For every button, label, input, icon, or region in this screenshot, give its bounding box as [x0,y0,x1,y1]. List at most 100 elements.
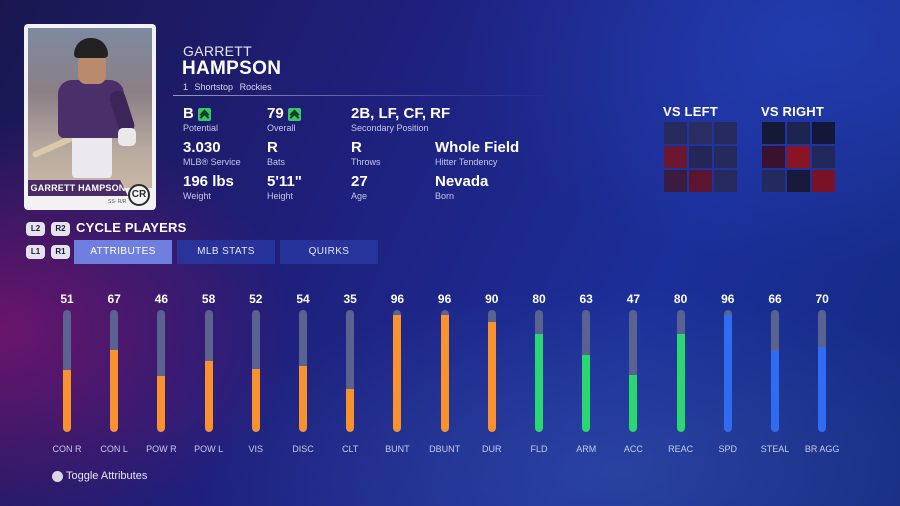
player-first-name: GARRETT [183,43,252,59]
attribute-bar-track [676,310,685,432]
player-position: Shortstop [194,82,234,92]
attribute-value: 80 [532,292,546,306]
card-position: SS- R/R [108,199,127,205]
potential-label: Potential [183,123,219,133]
double-up-arrow-icon [197,107,211,121]
vs-left-zone-cell [714,146,737,168]
vs-left-zone-cell [689,146,712,168]
card-player-name: GARRETT HAMPSON [28,180,128,196]
vs-left-zone-cell [714,170,737,192]
attribute-disc: 54 DISC [278,292,328,462]
weight-label: Weight [183,191,211,201]
secondary-position-value: 2B, LF, CF, RF [351,105,451,122]
attribute-dur: 90 DUR [467,292,517,462]
attribute-bar-track [204,310,213,432]
attribute-value: 96 [437,292,452,306]
vs-left-hot-zone [664,122,737,192]
attribute-bar-fill [723,315,732,432]
attribute-value: 35 [343,292,357,306]
height-label: Height [267,191,294,201]
bats-label: Bats [267,157,286,167]
attribute-arm: 63 ARM [561,292,611,462]
attribute-label: FLD [530,444,548,454]
player-subline: 1 Shortstop Rockies [183,82,276,92]
r1-button[interactable]: R1 [51,245,70,259]
attribute-spd: 96 SPD [703,292,753,462]
attribute-label: DUR [482,444,502,454]
age-value: 27 [351,173,368,190]
r2-button[interactable]: R2 [51,222,70,236]
attribute-label: REAC [668,444,694,454]
attribute-bar-fill [440,315,449,432]
tab-mlb-stats[interactable]: MLB STATS [177,240,275,264]
attribute-value: 96 [721,292,735,306]
attribute-bar-fill [393,315,402,432]
attribute-bar-track [487,310,496,432]
vs-right-zone-cell [812,170,835,192]
vs-left-zone-cell [689,122,712,144]
attribute-value: 90 [485,292,499,306]
attribute-bar-fill [771,351,779,432]
attribute-bar-fill [535,334,543,432]
throws-value: R [351,139,362,156]
service-label: MLB® Service [183,157,241,167]
attribute-con-r: 51 CON R [42,292,92,462]
attribute-pow-l: 58 POW L [184,292,234,462]
attribute-value: 67 [107,292,121,306]
attribute-bar-track [818,310,827,432]
attribute-bar-track [346,310,355,432]
vs-right-zone-cell [787,146,810,168]
attribute-bar-track [535,310,543,432]
player-card: GARRETT HAMPSON SS- R/R CR [24,24,156,210]
tab-quirks[interactable]: QUIRKS [280,240,378,264]
attribute-bar-track [582,310,591,432]
cycle-players-label: CYCLE PLAYERS [76,220,187,235]
attribute-reac: 80 REAC [656,292,706,462]
vs-left-zone-cell [714,122,737,144]
stat-age: 27 Age [351,173,368,202]
vs-right-zone-cell [762,146,785,168]
attribute-label: ACC [623,444,643,454]
born-value: Nevada [435,173,489,190]
attribute-value: 63 [579,292,593,306]
attribute-label: STEAL [760,444,790,454]
stat-secondary-position: 2B, LF, CF, RF Secondary Position [351,105,451,134]
attribute-value: 96 [390,292,405,306]
vs-right-zone-cell [787,170,810,192]
vs-right-hot-zone [762,122,835,192]
stat-bats: R Bats [267,140,286,168]
attribute-bar-fill [346,389,355,432]
tab-attributes[interactable]: ATTRIBUTES [74,240,172,264]
vs-left-zone-cell [689,170,712,192]
stat-service: 3.030 MLB® Service [183,139,241,168]
attribute-value: 47 [626,292,641,306]
stat-hitter-tendency: Whole Field Hitter Tendency [435,140,519,168]
vs-right-zone-cell [762,170,785,192]
attribute-br-agg: 70 BR AGG [797,292,847,462]
service-value: 3.030 [183,139,221,156]
attribute-value: 54 [296,292,310,306]
attribute-dbunt: 96 DBUNT [420,292,470,462]
attribute-bar-fill [487,322,496,432]
attribute-bar-track [771,310,779,432]
attribute-bar-track [251,310,260,432]
born-label: Born [435,191,455,201]
player-number: 1 [183,82,189,92]
vs-left-zone-cell [664,122,687,144]
attribute-value: 58 [201,292,216,306]
attribute-bar-fill [629,375,638,432]
attribute-bar-fill [110,350,119,432]
attribute-label: SPD [718,444,738,454]
l2-button[interactable]: L2 [26,222,45,236]
vs-right-title: VS RIGHT [761,104,824,119]
vs-left-title: VS LEFT [663,104,718,119]
attribute-bar-fill [251,369,260,432]
header-divider [173,95,553,96]
attribute-label: CON L [100,444,128,454]
toggle-attributes-hint[interactable]: Toggle Attributes [52,470,147,482]
l1-button[interactable]: L1 [26,245,45,259]
stat-height: 5'11" Height [267,174,302,202]
overall-value: 79 [267,105,284,122]
attribute-bar-fill [582,355,591,432]
attribute-value: 66 [768,292,782,306]
